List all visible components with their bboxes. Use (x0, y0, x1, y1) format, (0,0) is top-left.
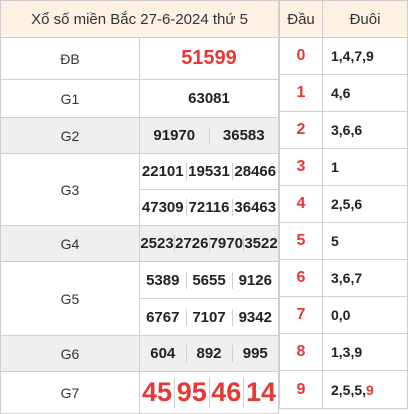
loto-tails: 1 (322, 148, 408, 186)
loto-head: 6 (279, 259, 323, 297)
prize-g6-number: 995 (231, 345, 278, 362)
loto-tails: 1,3,9 (322, 333, 408, 371)
prize-g4-number: 3522 (243, 235, 278, 252)
results-table: Xổ số miền Bắc 27-6-2024 thứ 5 ĐB 51599 … (0, 0, 279, 414)
prize-g2-number: 36583 (208, 127, 278, 144)
prize-g4-number: 2523 (140, 235, 175, 252)
loto-tails: 1,4,7,9 (322, 37, 408, 75)
prize-g5-number: 5655 (185, 271, 232, 289)
prize-g5-number: 7107 (185, 308, 232, 326)
prize-g5-number: 9126 (231, 271, 278, 289)
prize-g4-number: 2726 (174, 235, 209, 252)
loto-tails: 2,5,6 (322, 185, 408, 223)
prize-g3-number: 47309 (141, 199, 184, 216)
prize-g5-number: 6767 (146, 308, 180, 326)
loto-head: 7 (279, 296, 323, 334)
loto-head: 0 (279, 37, 323, 75)
prize-g7-number: 95 (174, 377, 209, 408)
loto-head: 8 (279, 333, 323, 371)
loto-head: 1 (279, 74, 323, 112)
prize-label-g5: G5 (0, 261, 140, 336)
loto-head: 4 (279, 185, 323, 223)
prize-g2-number: 91970 (140, 127, 209, 144)
loto-tails: 2,5,5,9 (322, 370, 408, 409)
prize-g5-number: 9342 (231, 308, 278, 326)
loto-tails: 5 (322, 222, 408, 260)
prize-g3-number: 72116 (185, 199, 232, 216)
loto-head: 2 (279, 111, 323, 149)
loto-tails: 3,6,6 (322, 111, 408, 149)
prize-g1-number: 63081 (139, 79, 279, 118)
prize-g6-number: 892 (185, 345, 232, 362)
prize-label-g4: G4 (0, 225, 140, 262)
loto-header-dau: Đầu (279, 0, 323, 38)
prize-g3-number: 28466 (231, 163, 278, 180)
prize-label-g2: G2 (0, 117, 140, 154)
prize-label-g6: G6 (0, 335, 140, 372)
loto-tails: 3,6,7 (322, 259, 408, 297)
loto-tails: 4,6 (322, 74, 408, 112)
loto-header-duoi: Đuôi (322, 0, 408, 38)
prize-label-db: ĐB (0, 37, 140, 80)
loto-head: 5 (279, 222, 323, 260)
prize-g3-number: 36463 (231, 199, 278, 216)
loto-tails: 0,0 (322, 296, 408, 334)
prize-g7-number: 14 (243, 377, 278, 408)
prize-label-g7: G7 (0, 371, 140, 414)
prize-g3-number: 19531 (185, 163, 232, 180)
prize-g6-number: 604 (140, 345, 186, 362)
loto-head: 3 (279, 148, 323, 186)
prize-g7-number: 46 (208, 377, 244, 408)
prize-g5-number: 5389 (146, 271, 180, 289)
results-title: Xổ số miền Bắc 27-6-2024 thứ 5 (0, 0, 279, 38)
loto-head: 9 (279, 370, 323, 409)
prize-db-number: 51599 (139, 37, 279, 80)
loto-tail-highlight: 9 (366, 381, 374, 398)
prize-g4-number: 7970 (208, 235, 244, 252)
prize-label-g1: G1 (0, 79, 140, 118)
prize-g7-number: 45 (141, 377, 173, 407)
loto-tails-text: 2,5,5, (331, 381, 367, 398)
prize-g3-number: 22101 (141, 163, 184, 180)
prize-label-g3: G3 (0, 153, 140, 226)
